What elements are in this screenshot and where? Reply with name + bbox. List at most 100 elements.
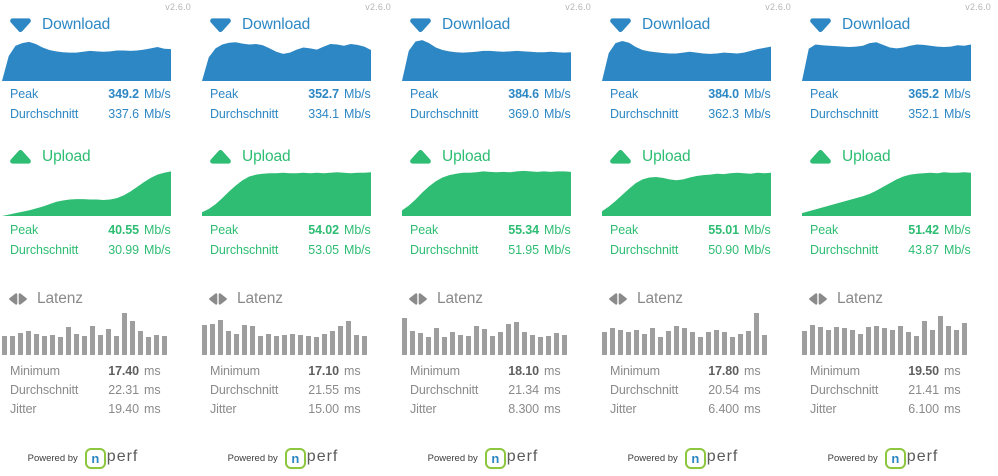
nperf-logo-mark: n	[484, 447, 506, 469]
latency-bar	[674, 326, 679, 355]
peak-label: Peak	[410, 87, 439, 101]
mbps-unit: Mb/s	[144, 243, 171, 257]
powered-by-row: Powered by n perf	[200, 443, 372, 473]
mbps-unit: Mb/s	[344, 223, 371, 237]
nperf-logo-link[interactable]: n perf	[884, 447, 939, 469]
latency-jitter-row: Jitter 15.00 ms	[210, 399, 372, 418]
peak-label: Peak	[210, 87, 239, 101]
latency-bar	[938, 316, 943, 355]
upload-header: Upload	[600, 147, 772, 167]
latency-bar	[274, 335, 279, 355]
latency-bar	[258, 335, 263, 355]
mbps-unit: Mb/s	[144, 107, 171, 121]
nperf-logo-link[interactable]: n perf	[284, 447, 339, 469]
mbps-unit: Mb/s	[544, 243, 571, 257]
latency-bar	[698, 336, 703, 355]
latency-average-row: Durchschnitt 21.55 ms	[210, 380, 372, 399]
latency-bar	[106, 328, 111, 355]
ms-unit: ms	[744, 363, 761, 378]
ms-unit: ms	[544, 382, 561, 397]
upload-header: Upload	[400, 147, 572, 167]
latency-bar	[666, 330, 671, 355]
upload-peak-value: 55.01	[708, 223, 739, 237]
speedtest-widget: v2.6.0 Download Peak 352.7 Mb/s Durchsch…	[200, 0, 400, 476]
upload-chart	[402, 170, 571, 216]
latency-bar	[50, 334, 55, 355]
latency-title: Latenz	[237, 290, 283, 307]
ms-unit: ms	[144, 363, 161, 378]
average-label: Durchschnitt	[210, 107, 279, 121]
peak-label: Peak	[610, 87, 639, 101]
upload-average-value: 50.90	[708, 243, 739, 257]
latency-bar	[738, 334, 743, 355]
mbps-unit: Mb/s	[744, 243, 771, 257]
latency-bar	[282, 334, 287, 355]
upload-arrow-icon	[610, 149, 631, 164]
powered-by-row: Powered by n perf	[400, 443, 572, 473]
latency-bar	[914, 335, 919, 355]
latency-average-row: Durchschnitt 20.54 ms	[610, 380, 772, 399]
peak-label: Peak	[10, 223, 39, 237]
powered-by-row: Powered by n perf	[800, 443, 972, 473]
download-arrow-icon	[610, 18, 631, 33]
latency-bar	[66, 327, 71, 355]
download-arrow-icon	[10, 18, 31, 33]
latency-bar	[298, 334, 303, 355]
jitter-label: Jitter	[810, 401, 837, 416]
latency-bar	[98, 334, 103, 355]
latency-bar	[26, 330, 31, 355]
ms-unit: ms	[344, 382, 361, 397]
upload-peak-row: Peak 55.34 Mb/s	[410, 220, 572, 240]
latency-bar	[946, 325, 951, 355]
latency-jitter-row: Jitter 6.400 ms	[610, 399, 772, 418]
latency-bar	[730, 336, 735, 355]
nperf-logo-text: perf	[906, 448, 939, 465]
latency-bar	[922, 321, 927, 355]
latency-jitter-value: 19.40	[108, 401, 139, 416]
latency-average-row: Durchschnitt 22.31 ms	[10, 380, 172, 399]
latency-bar	[610, 328, 615, 355]
latency-bar	[850, 329, 855, 355]
latency-minimum-row: Minimum 17.80 ms	[610, 361, 772, 380]
latency-bar	[410, 330, 415, 355]
upload-average-value: 51.95	[508, 243, 539, 257]
version-label: v2.6.0	[565, 2, 591, 12]
latency-bar	[706, 332, 711, 355]
upload-peak-value: 55.34	[508, 223, 539, 237]
upload-peak-value: 40.55	[108, 223, 139, 237]
latency-chart	[602, 313, 771, 355]
average-label: Durchschnitt	[410, 382, 479, 397]
average-label: Durchschnitt	[210, 243, 279, 257]
download-title: Download	[442, 16, 511, 33]
nperf-logo-n: n	[891, 450, 900, 466]
download-chart	[202, 42, 371, 81]
nperf-logo-link[interactable]: n perf	[684, 447, 739, 469]
latency-title: Latenz	[437, 290, 483, 307]
average-label: Durchschnitt	[610, 243, 679, 257]
latency-title: Latenz	[37, 290, 83, 307]
latency-jitter-value: 6.400	[708, 401, 739, 416]
upload-title: Upload	[242, 148, 291, 165]
upload-chart	[802, 172, 971, 216]
latency-arrows-icon	[809, 293, 827, 305]
latency-minimum-value: 17.40	[108, 363, 139, 378]
latency-bar	[554, 333, 559, 355]
latency-bar	[818, 327, 823, 355]
upload-header: Upload	[200, 147, 372, 167]
mbps-unit: Mb/s	[944, 243, 971, 257]
download-average-value: 334.1	[308, 107, 339, 121]
nperf-logo-link[interactable]: n perf	[84, 447, 139, 469]
latency-average-value: 21.41	[908, 382, 939, 397]
nperf-logo-link[interactable]: n perf	[484, 447, 539, 469]
latency-bar	[562, 334, 567, 355]
upload-title: Upload	[642, 148, 691, 165]
upload-header: Upload	[800, 147, 972, 167]
latency-bar	[658, 336, 663, 355]
mbps-unit: Mb/s	[344, 243, 371, 257]
latency-bar	[618, 329, 623, 355]
latency-header: Latenz	[0, 289, 172, 309]
latency-bar	[538, 336, 543, 355]
powered-by-label: Powered by	[627, 452, 678, 464]
latency-bar	[346, 321, 351, 355]
